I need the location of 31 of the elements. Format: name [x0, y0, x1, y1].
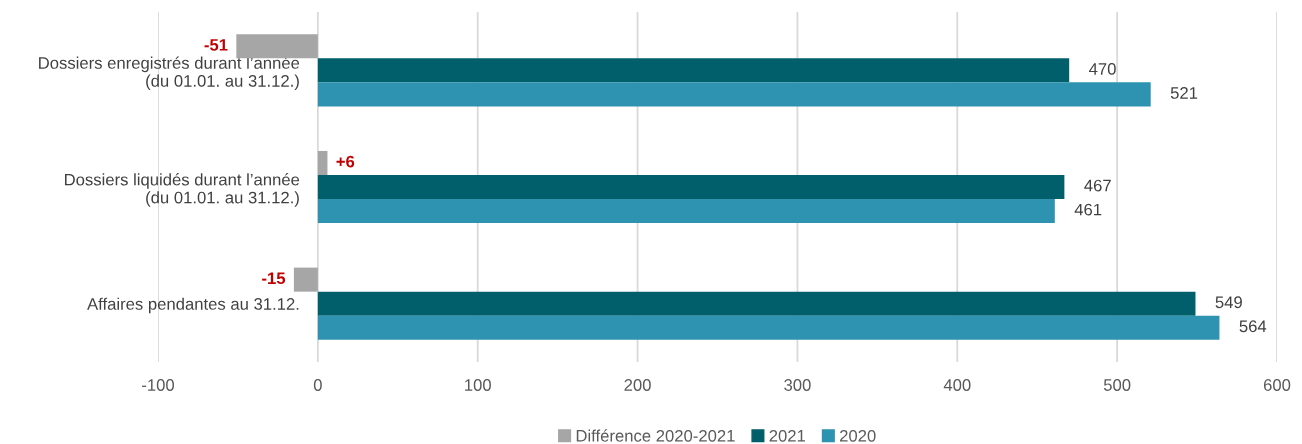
bar	[317, 315, 1220, 340]
bar	[317, 82, 1151, 107]
data-label: 461	[1074, 203, 1102, 216]
data-label: 521	[1170, 87, 1198, 99]
x-tick-label: 500	[1103, 379, 1131, 391]
x-tick-label: 300	[784, 379, 811, 391]
legend-label: 2020	[840, 429, 876, 442]
x-tick-label: 200	[624, 379, 651, 391]
data-label: -15	[262, 272, 286, 285]
x-tick-label: 100	[465, 379, 491, 391]
legend-label: Différence 2020-2021	[576, 429, 735, 442]
data-label: 564	[1239, 320, 1267, 333]
bar	[317, 58, 1070, 83]
bar	[293, 267, 318, 292]
data-label: -51	[204, 39, 228, 51]
x-tick-label: 600	[1263, 379, 1291, 391]
bar	[317, 150, 328, 175]
y-tick-label: Affaires pendantes au 31.12.	[87, 297, 299, 314]
data-label: 467	[1084, 179, 1111, 192]
data-label: 549	[1215, 296, 1242, 309]
x-tick-label: -100	[142, 379, 175, 391]
y-tick-label: Dossiers enregistrés durant l’année (du 01.01. au 31.12.)	[39, 56, 300, 91]
x-tick-label: 400	[943, 379, 971, 391]
bar	[317, 199, 1055, 224]
x-tick-label: 0	[313, 379, 322, 391]
legend-label: 2021	[769, 429, 806, 442]
y-tick-label: Dossiers liquidés durant l’année (du 01.01. au 31.12.)	[64, 173, 300, 207]
data-label: +6	[336, 155, 355, 168]
bar	[317, 291, 1196, 316]
data-label: 470	[1089, 63, 1116, 75]
bar	[317, 174, 1065, 200]
